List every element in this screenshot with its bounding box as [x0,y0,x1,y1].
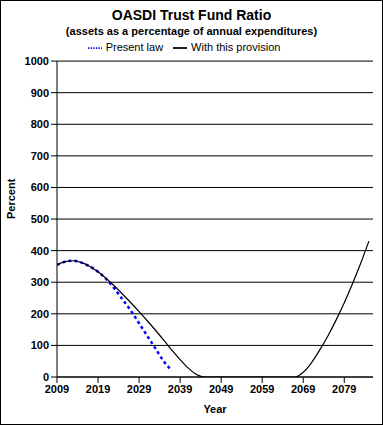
svg-text:400: 400 [31,245,49,257]
svg-text:1000: 1000 [25,55,49,67]
svg-text:0: 0 [43,371,49,383]
svg-text:800: 800 [31,118,49,130]
svg-text:2049: 2049 [209,383,233,395]
svg-text:Percent: Percent [8,178,17,219]
svg-text:600: 600 [31,181,49,193]
svg-text:2039: 2039 [168,383,192,395]
html-text:(assets as a percentage of ann: (assets as a percentage of annual expend… [65,25,318,37]
svg-text:2069: 2069 [291,383,315,395]
svg-text:700: 700 [31,150,49,162]
svg-text:2009: 2009 [45,383,69,395]
svg-text:2079: 2079 [332,383,356,395]
svg-text:100: 100 [31,339,49,351]
svg-text:500: 500 [31,213,49,225]
html-text:Present law: Present law [105,41,164,53]
html-text:OASDI Trust Fund Ratio: OASDI Trust Fund Ratio [111,7,272,23]
svg-text:2059: 2059 [250,383,274,395]
svg-text:300: 300 [31,276,49,288]
svg-text:900: 900 [31,87,49,99]
svg-text:Year: Year [203,403,227,415]
svg-text:200: 200 [31,308,49,320]
svg-text:2029: 2029 [127,383,151,395]
svg-text:2019: 2019 [86,383,110,395]
html-text:With this provision: With this provision [191,41,281,53]
